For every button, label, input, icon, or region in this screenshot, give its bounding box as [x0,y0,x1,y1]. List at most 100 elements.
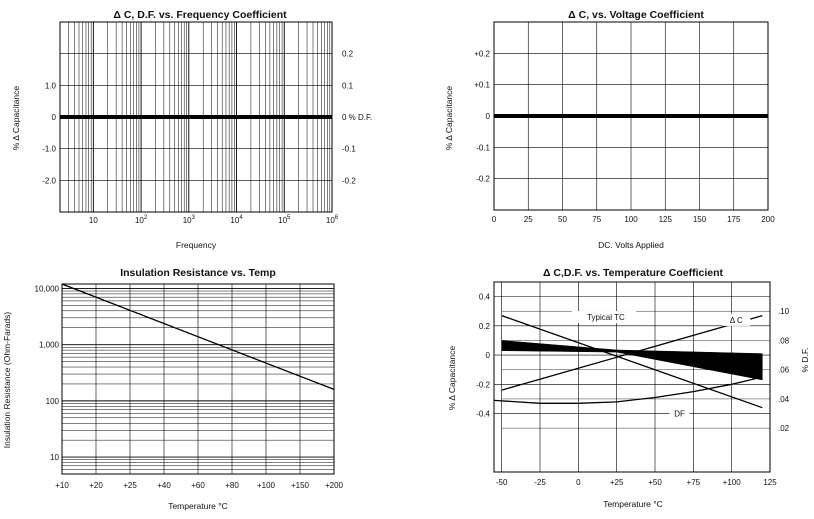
y-tick-label: -0.1 [476,143,490,152]
chart-title: Δ C, D.F. vs. Frequency Coefficient [113,9,287,21]
x-tick-base: 10 [278,216,287,225]
x-tick-label: +25 [123,481,137,490]
y-axis-label: % Δ Capacitance [11,86,21,151]
plot-frame [493,281,771,473]
x-tick-base: 10 [183,216,192,225]
x-axis-label: Temperature °C [168,501,228,511]
chart-voltage-coefficient: Δ C, vs. Voltage Coefficient +0.2 +0.1 0 -0.… [444,9,775,250]
x-tick-label: 104 [230,215,243,225]
y-tick-label-right: -0.1 [342,145,356,154]
y-tick-label: 0.4 [479,293,491,302]
x-axis-label: Frequency [176,240,217,250]
x-tick-label: 75 [592,215,601,224]
y-tick-label: 0 [52,113,57,122]
x-tick-exponent: 2 [144,215,148,221]
x-tick-label: +100 [723,478,742,487]
x-tick-label: 200 [761,215,775,224]
x-tick-label: 125 [659,215,673,224]
x-tick-label: +10 [55,481,69,490]
y-tick-label-right: 0.2 [342,50,354,59]
x-axis-label: Temperature °C [603,499,663,509]
chart-temperature-coefficient: Δ C,D.F. vs. Temperature Coefficient 0.4 0… [447,267,810,509]
x-tick-label: +25 [610,478,624,487]
y-axis-label: Insulation Resistance (Ohm-Farads) [2,312,12,449]
x-axis-label: DC. Volts Applied [598,240,664,250]
y-tick-label-right: 0 % D.F. [342,113,372,122]
x-tick-label: +50 [648,478,662,487]
x-tick-base: 10 [89,216,98,225]
y-tick-label: -0.2 [476,175,490,184]
chart-frequency-coefficient: Δ C, D.F. vs. Frequency Coefficient 1.0 0 -… [11,9,372,250]
y-tick-label-right: .06 [778,366,790,375]
x-tick-label: 103 [183,215,196,225]
y-tick-label: 10,000 [35,284,60,293]
y-tick-label: 100 [46,397,60,406]
y-tick-label: 1.0 [45,81,57,90]
chart-insulation-resistance: Insulation Resistance vs. Temp 10,000 1,00… [2,267,344,511]
y-axis-label-right: % D.F. [800,347,810,372]
x-tick-label: 25 [524,215,533,224]
x-tick-base: 10 [230,216,239,225]
tc-band [501,340,763,381]
y-tick-label: 0 [486,351,491,360]
x-tick-label: 0 [492,215,497,224]
x-tick-exponent: 5 [287,215,291,221]
x-tick-label: +200 [325,481,344,490]
annotation-bg [571,311,636,323]
x-tick-label: +20 [89,481,103,490]
x-tick-label: 100 [624,215,638,224]
x-tick-label: +40 [157,481,171,490]
y-tick-label: +0.1 [474,81,490,90]
plot-frame [61,283,335,475]
x-tick-label: +80 [225,481,239,490]
y-tick-label: -1.0 [42,145,56,154]
y-tick-label-right: .08 [778,336,790,345]
series-line [61,283,335,391]
x-tick-exponent: 4 [239,215,243,221]
df-curve [493,376,763,404]
y-tick-label: -0.2 [476,380,490,389]
x-tick-label: +75 [687,478,701,487]
annotation-df: DF [674,410,685,419]
y-tick-label-right: 0.1 [342,81,354,90]
chart-title: Insulation Resistance vs. Temp [120,267,276,279]
x-tick-base: 10 [326,216,335,225]
y-tick-label: 0.2 [479,322,491,331]
y-axis-label: % Δ Capacitance [444,86,454,151]
x-tick-label: 105 [278,215,291,225]
x-tick-exponent: 6 [335,215,339,221]
x-tick-base: 10 [135,216,144,225]
x-tick-label: 106 [326,215,339,225]
x-tick-exponent: 3 [192,215,196,221]
y-tick-label: 0 [486,112,491,121]
x-tick-label: -50 [496,478,508,487]
annotation-typical-tc: Typical TC [587,313,625,322]
x-tick-label: 125 [763,478,777,487]
delta-c-line [501,314,763,391]
y-tick-label: 1,000 [39,341,60,350]
x-tick-label: 50 [558,215,567,224]
y-tick-label-right: -0.2 [342,176,356,185]
y-tick-label: -0.4 [476,410,490,419]
y-tick-label: -2.0 [42,176,56,185]
annotation-bg [669,407,690,419]
chart-title: Δ C, vs. Voltage Coefficient [568,9,704,21]
x-tick-label: 0 [576,478,581,487]
delta-c-line [501,315,763,409]
x-tick-label: +60 [191,481,205,490]
y-tick-label: +0.2 [474,49,490,58]
x-tick-label: 150 [693,215,707,224]
y-tick-label-right: .10 [778,307,790,316]
x-tick-label: 10 [89,216,98,225]
y-axis-label: % Δ Capacitance [447,346,457,411]
x-tick-label: 102 [135,215,148,225]
y-tick-label: 10 [50,453,59,462]
x-tick-label: -25 [534,478,546,487]
y-tick-label-right: .02 [778,424,790,433]
y-tick-label-right: .04 [778,395,790,404]
x-tick-label: 175 [727,215,741,224]
x-tick-label: +150 [291,481,310,490]
chart-title: Δ C,D.F. vs. Temperature Coefficient [543,267,724,279]
x-tick-label: +100 [257,481,276,490]
annotation-bg [722,313,751,326]
